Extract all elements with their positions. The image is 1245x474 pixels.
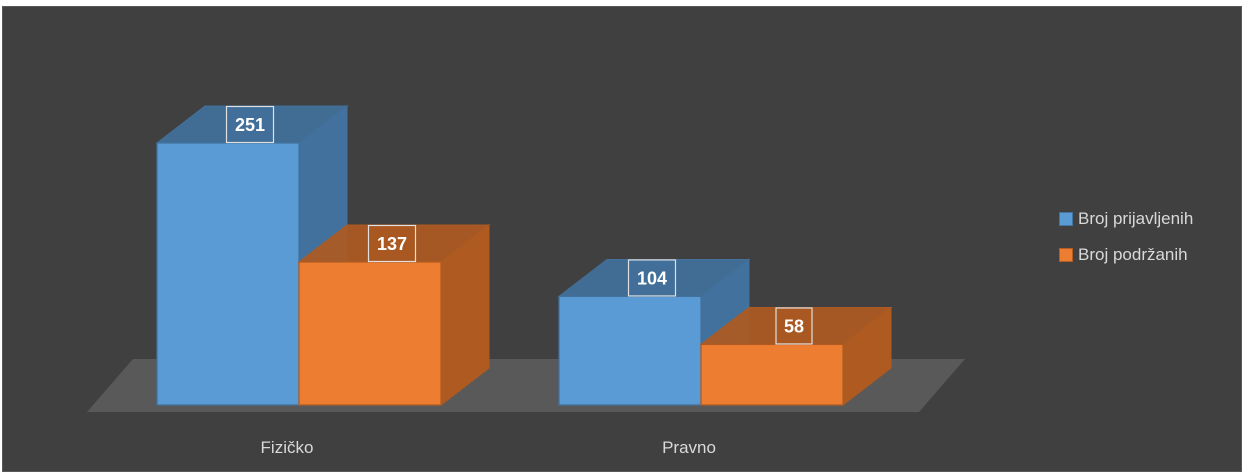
data-label-box-1-1	[775, 307, 813, 345]
legend: Broj prijavljenih Broj podržanih	[1059, 205, 1239, 277]
chart-plot: 251 137 104 58 Fizičko Pravno	[87, 104, 965, 457]
legend-label-series-0: Broj prijavljenih	[1078, 209, 1194, 228]
data-label-text-0-1: 137	[377, 234, 407, 254]
legend-item-series-1: Broj podržanih	[1059, 241, 1239, 269]
data-label-box-0-0	[225, 105, 275, 144]
bar-1-0	[557, 258, 751, 407]
legend-item-series-0: Broj prijavljenih	[1059, 205, 1239, 233]
data-label-text-1-1: 58	[784, 316, 804, 336]
data-label-1-1: 58	[775, 307, 813, 345]
data-label-text-0-0: 251	[235, 115, 265, 135]
category-label-1: Pravno	[662, 438, 716, 457]
bar-front-0-1	[298, 261, 442, 406]
bar-front-1-1	[700, 343, 844, 406]
bar-front-0-0	[156, 142, 300, 406]
bar-0-1	[297, 223, 491, 407]
legend-swatch-series-1	[1059, 248, 1073, 262]
bar-front-1-0	[558, 295, 702, 406]
legend-label-series-1: Broj podržanih	[1078, 245, 1188, 264]
chart-area: 251 137 104 58 Fizičko Pravno Broj prijavlje…	[2, 6, 1242, 472]
data-label-box-0-1	[367, 224, 417, 263]
data-label-0-1: 137	[367, 224, 417, 263]
data-label-1-0: 104	[627, 259, 677, 297]
data-label-box-1-0	[627, 259, 677, 297]
category-label-0: Fizičko	[261, 438, 314, 457]
data-label-text-1-0: 104	[637, 268, 667, 288]
legend-swatch-series-0	[1059, 212, 1073, 226]
data-label-0-0: 251	[225, 105, 275, 144]
